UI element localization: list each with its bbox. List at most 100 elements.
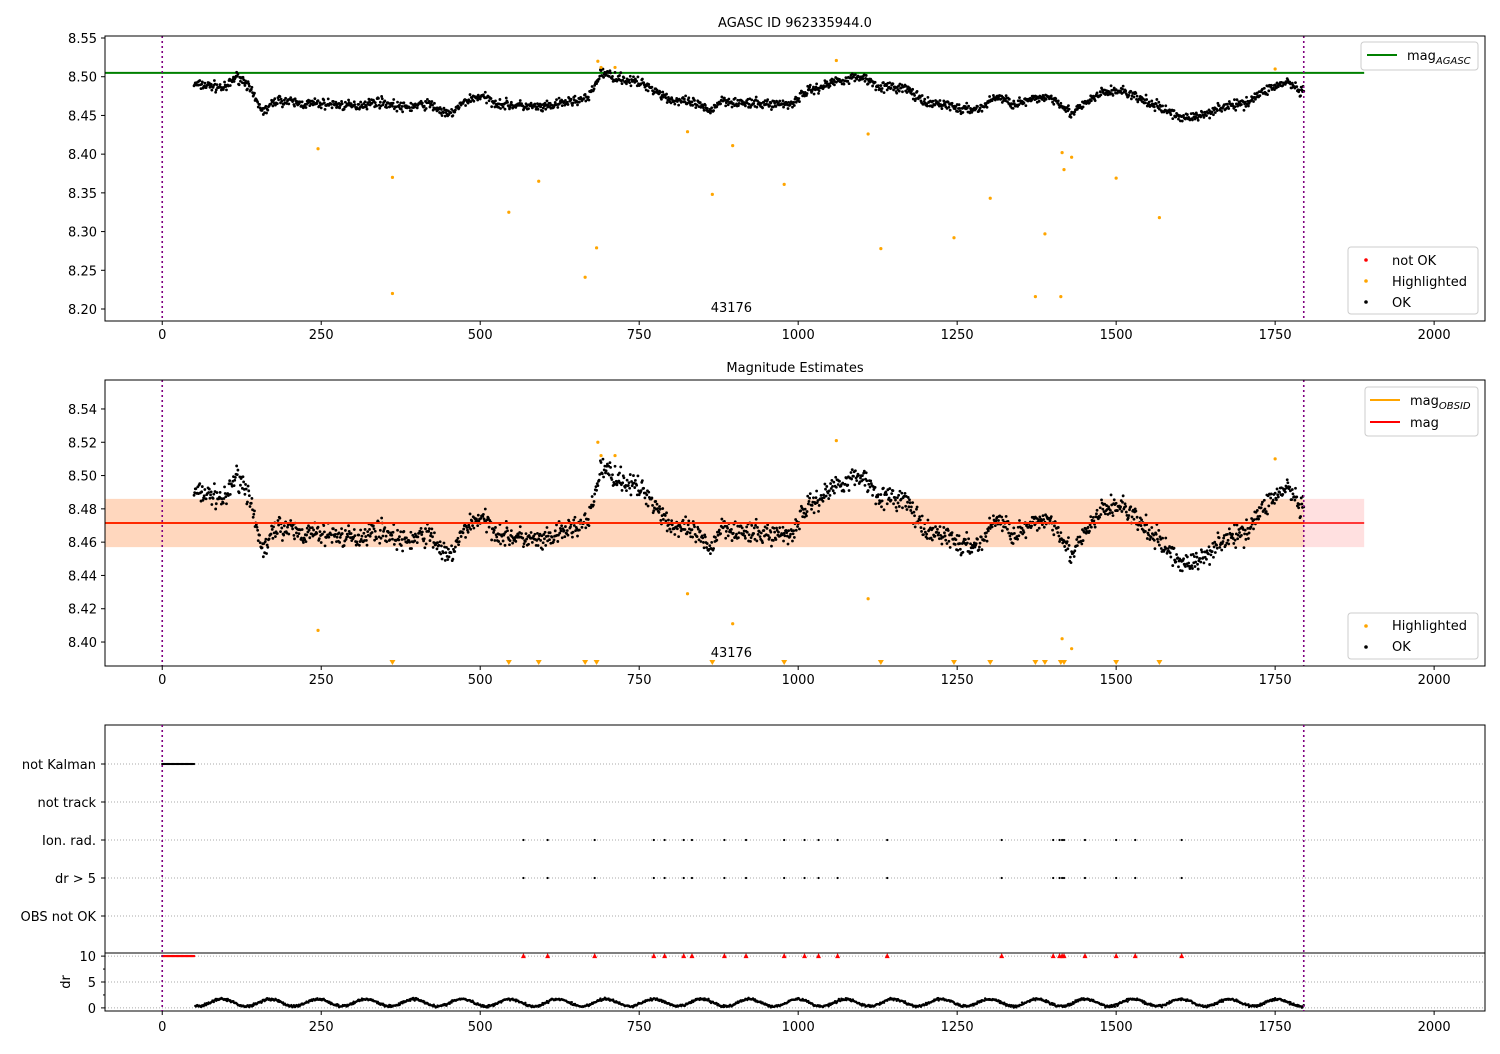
ok-point bbox=[1124, 90, 1127, 93]
ok-point bbox=[941, 543, 944, 546]
ok-point bbox=[214, 508, 217, 511]
ok-point bbox=[401, 105, 404, 108]
ok-point bbox=[1144, 530, 1147, 533]
ok-point bbox=[1260, 506, 1263, 509]
ok-point bbox=[493, 529, 496, 532]
ok-point bbox=[979, 542, 982, 545]
ok-point bbox=[687, 96, 690, 99]
ok-point bbox=[416, 535, 419, 538]
ok-point bbox=[959, 548, 962, 551]
ok-point bbox=[258, 103, 261, 106]
ok-point bbox=[315, 102, 318, 105]
ok-point bbox=[628, 481, 631, 484]
ok-point bbox=[520, 532, 523, 535]
ok-point bbox=[605, 469, 608, 472]
flag-row-label: dr > 5 bbox=[55, 872, 96, 887]
ok-point bbox=[890, 499, 893, 502]
ok-point bbox=[651, 86, 654, 89]
ok-point bbox=[720, 518, 723, 521]
y-tick-label: 8.42 bbox=[68, 603, 97, 618]
ok-point bbox=[319, 530, 322, 533]
ok-point bbox=[810, 508, 813, 511]
ok-point bbox=[536, 532, 539, 535]
ion-rad-point bbox=[886, 839, 888, 841]
ok-point bbox=[298, 532, 301, 535]
ok-point bbox=[447, 548, 450, 551]
ok-point bbox=[1244, 538, 1247, 541]
ok-point bbox=[506, 526, 509, 529]
ok-point bbox=[1270, 493, 1273, 496]
ok-point bbox=[916, 506, 919, 509]
legend-marker bbox=[1364, 279, 1368, 283]
ok-point bbox=[1265, 510, 1268, 513]
ok-point bbox=[433, 531, 436, 534]
ok-point bbox=[1051, 529, 1054, 532]
ok-point bbox=[1187, 562, 1190, 565]
ok-point bbox=[987, 529, 990, 532]
ok-point bbox=[593, 493, 596, 496]
ok-point bbox=[581, 526, 584, 529]
ok-point bbox=[1066, 540, 1069, 543]
ok-point bbox=[1129, 90, 1132, 93]
ok-point bbox=[327, 98, 330, 101]
ok-point bbox=[322, 99, 325, 102]
ok-point bbox=[1145, 94, 1148, 97]
ok-point bbox=[1082, 539, 1085, 542]
x-tick-label: 1500 bbox=[1100, 673, 1133, 688]
ok-point bbox=[768, 536, 771, 539]
ok-point bbox=[212, 497, 215, 500]
ok-point bbox=[377, 97, 380, 100]
ok-point bbox=[336, 536, 339, 539]
ok-point bbox=[537, 108, 540, 111]
ok-point bbox=[761, 107, 764, 110]
ok-point bbox=[944, 539, 947, 542]
ok-point bbox=[730, 528, 733, 531]
ok-point bbox=[748, 533, 751, 536]
ok-point bbox=[881, 87, 884, 90]
ok-point bbox=[1266, 93, 1269, 96]
ok-point bbox=[691, 100, 694, 103]
ok-point bbox=[330, 533, 333, 536]
ok-point bbox=[641, 78, 644, 81]
ok-point bbox=[855, 479, 858, 482]
ok-point bbox=[430, 532, 433, 535]
ok-point bbox=[561, 536, 564, 539]
ok-point bbox=[1058, 535, 1061, 538]
ok-point bbox=[1295, 85, 1298, 88]
ok-point bbox=[350, 532, 353, 535]
ok-point bbox=[838, 480, 841, 483]
ok-point bbox=[737, 536, 740, 539]
ok-point bbox=[846, 80, 849, 83]
ok-point bbox=[1008, 98, 1011, 101]
ok-point bbox=[888, 81, 891, 84]
ok-point bbox=[485, 102, 488, 105]
legend-label: mag bbox=[1410, 416, 1439, 431]
ok-point bbox=[305, 540, 308, 543]
ok-point bbox=[869, 479, 872, 482]
ok-point bbox=[264, 540, 267, 543]
ok-point bbox=[383, 526, 386, 529]
ok-point bbox=[490, 539, 493, 542]
ok-point bbox=[787, 529, 790, 532]
ok-point bbox=[591, 85, 594, 88]
ok-point bbox=[916, 90, 919, 93]
ok-point bbox=[714, 536, 717, 539]
ok-point bbox=[457, 537, 460, 540]
ok-point bbox=[1154, 547, 1157, 550]
ok-point bbox=[744, 537, 747, 540]
ok-point bbox=[992, 514, 995, 517]
ok-point bbox=[1212, 556, 1215, 559]
dr-gt-5-point bbox=[1134, 877, 1136, 879]
ok-point bbox=[228, 479, 231, 482]
ok-point bbox=[629, 473, 632, 476]
ok-point bbox=[251, 86, 254, 89]
ok-point bbox=[317, 99, 320, 102]
ok-point bbox=[901, 90, 904, 93]
ok-point bbox=[223, 485, 226, 488]
legend-label: Highlighted bbox=[1392, 619, 1467, 634]
ok-point bbox=[656, 503, 659, 506]
y-tick-label: 0 bbox=[88, 1002, 96, 1017]
ok-point bbox=[815, 490, 818, 493]
ok-point bbox=[237, 73, 240, 76]
